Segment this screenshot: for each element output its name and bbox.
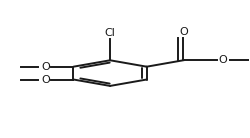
Text: Cl: Cl [105, 28, 116, 38]
Text: O: O [218, 55, 227, 65]
Text: O: O [179, 27, 188, 37]
Text: O: O [41, 75, 50, 84]
Text: O: O [41, 62, 50, 72]
